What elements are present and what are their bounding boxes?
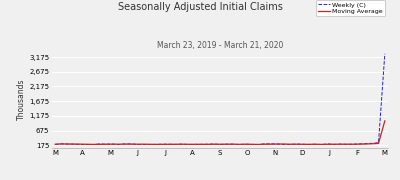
Moving Average bbox=[268, 143, 273, 145]
Weekly (C) bbox=[116, 143, 121, 146]
Moving Average bbox=[249, 143, 254, 145]
Weekly (C) bbox=[351, 143, 356, 145]
Weekly (C) bbox=[268, 143, 273, 145]
Weekly (C) bbox=[249, 143, 254, 145]
Weekly (C) bbox=[256, 143, 260, 146]
Moving Average bbox=[53, 143, 58, 145]
Moving Average bbox=[313, 143, 318, 145]
Weekly (C) bbox=[53, 143, 58, 145]
Line: Moving Average: Moving Average bbox=[55, 121, 385, 144]
Legend: Weekly (C), Moving Average: Weekly (C), Moving Average bbox=[316, 0, 385, 16]
Moving Average bbox=[382, 120, 387, 122]
Moving Average bbox=[351, 143, 356, 145]
Title: March 23, 2019 - March 21, 2020: March 23, 2019 - March 21, 2020 bbox=[157, 41, 283, 50]
Moving Average bbox=[142, 143, 146, 145]
Weekly (C) bbox=[313, 143, 318, 145]
Weekly (C) bbox=[148, 143, 153, 145]
Text: Seasonally Adjusted Initial Claims: Seasonally Adjusted Initial Claims bbox=[118, 2, 282, 12]
Moving Average bbox=[154, 143, 159, 145]
Weekly (C) bbox=[382, 53, 387, 55]
Line: Weekly (C): Weekly (C) bbox=[55, 54, 385, 145]
Y-axis label: Thousands: Thousands bbox=[17, 78, 26, 120]
Moving Average bbox=[256, 143, 260, 145]
